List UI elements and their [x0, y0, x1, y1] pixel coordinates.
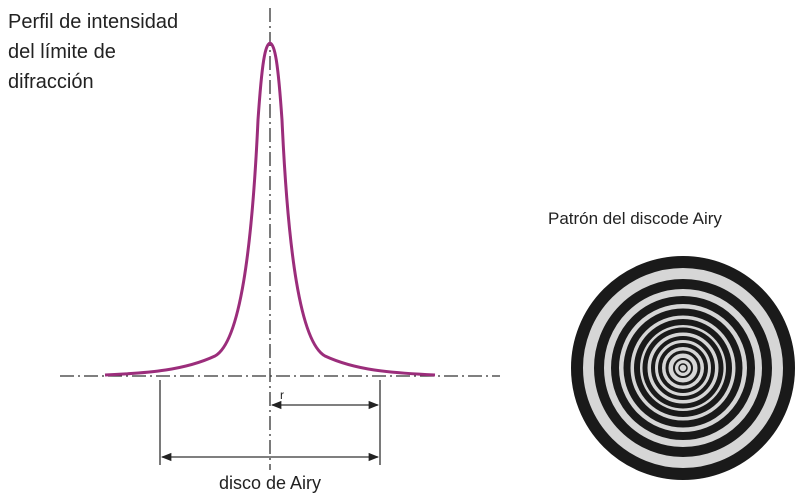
title-line: difracción [8, 71, 94, 93]
title: Perfil de intensidad del límite de difra… [8, 11, 178, 93]
pattern-label: Patrón del discode Airy [548, 209, 722, 228]
title-line: Perfil de intensidad [8, 11, 178, 33]
title-line: del límite de [8, 41, 116, 63]
disk-label: disco de Airy [219, 473, 321, 493]
page: Perfil de intensidad del límite de difra… [0, 0, 808, 497]
airy-pattern [571, 256, 795, 480]
diagram: Perfil de intensidad del límite de difra… [0, 0, 808, 497]
radius-label: r [280, 388, 284, 402]
